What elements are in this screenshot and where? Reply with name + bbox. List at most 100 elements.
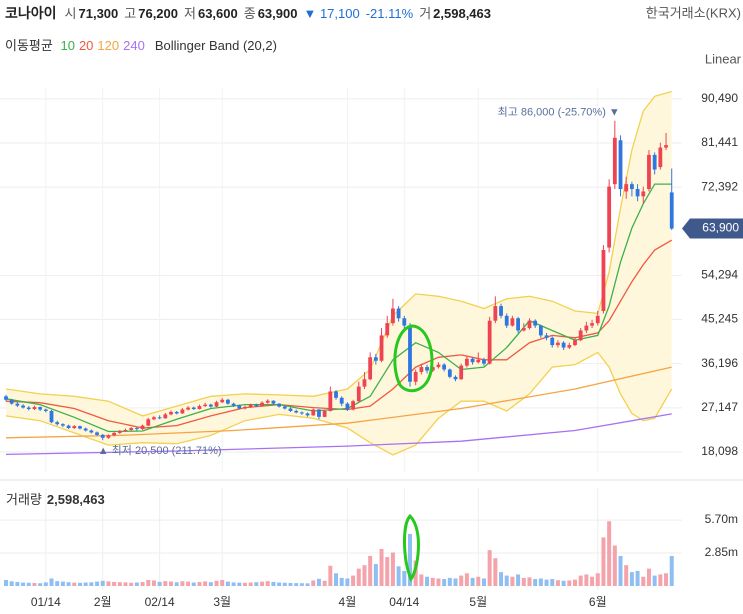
last-price-tag	[682, 218, 743, 239]
volume-bar	[322, 580, 327, 586]
volume-bar	[669, 555, 674, 586]
volume-bar	[425, 576, 430, 586]
candle-body	[123, 430, 128, 431]
candle-body	[4, 396, 8, 400]
candle-body	[521, 328, 526, 331]
candle-body	[15, 403, 20, 406]
candle-body	[322, 410, 327, 417]
volume-bar	[191, 582, 196, 586]
volume-bar	[612, 545, 617, 586]
volume-bar	[550, 579, 555, 586]
candle-body	[271, 400, 276, 404]
volume-bar	[38, 583, 43, 586]
volume-bar	[163, 581, 168, 586]
candle-body	[248, 404, 253, 408]
volume-bar	[95, 581, 100, 586]
candle-body	[89, 430, 94, 433]
candle-body	[328, 391, 333, 411]
candle-body	[134, 428, 139, 430]
volume-label: 거래량	[6, 492, 42, 507]
legend-item: Bollinger Band (20,2)	[154, 38, 277, 53]
volume-bar	[9, 581, 14, 586]
y-tick-label: 2.85m	[705, 545, 738, 559]
candle-body	[419, 367, 424, 372]
volume-bar	[453, 578, 458, 586]
low-annotation: ▲ 최저 20,500 (211.71%)	[98, 444, 222, 457]
candle-body	[527, 320, 532, 329]
volume-bar	[430, 577, 435, 586]
volume-bar	[146, 579, 151, 586]
candle-body	[413, 371, 418, 382]
candle-body	[550, 337, 555, 346]
volume-bar	[316, 578, 321, 586]
volume-bar	[641, 576, 646, 586]
volume-bar	[214, 580, 219, 586]
candle-body	[43, 409, 48, 411]
candle-body	[72, 426, 77, 429]
candle-body	[504, 315, 509, 326]
volume-bar	[134, 582, 139, 586]
hand-annotation	[393, 324, 434, 393]
x-tick-label: 6월	[589, 595, 607, 609]
volume-bar	[220, 579, 225, 586]
volume-bar	[151, 580, 156, 586]
candle-body	[157, 417, 162, 419]
x-tick-label: 4월	[339, 595, 357, 609]
candle-body	[26, 407, 31, 410]
volume-bar	[60, 581, 65, 586]
volume-bar	[277, 582, 282, 586]
volume-bar	[504, 575, 509, 586]
candle-body	[282, 406, 287, 409]
volume-bar	[117, 582, 122, 586]
x-tick-label: 01/14	[31, 595, 61, 609]
candle-body	[152, 417, 156, 420]
volume-bar	[521, 577, 526, 586]
volume-bar	[351, 575, 356, 586]
volume-bar	[26, 582, 31, 586]
candle-body	[260, 402, 264, 407]
volume-bar	[254, 582, 259, 586]
volume-bar	[493, 558, 498, 586]
candle-body	[78, 426, 82, 429]
volume-bar	[339, 577, 344, 586]
volume-bar	[15, 581, 20, 586]
volume-bar	[100, 580, 105, 586]
quote-items: 시 71,300 고 76,200 저 63,600 종 63,900	[65, 6, 304, 21]
candle-body	[220, 399, 225, 403]
candle-body	[425, 367, 429, 371]
quote-header: 코나아이 시 71,300 고 76,200 저 63,600 종 63,900 ▼ 17,100…	[5, 3, 497, 23]
candle-body	[647, 154, 651, 190]
candle-body	[351, 401, 355, 410]
candle-body	[180, 409, 185, 414]
candle-body	[208, 404, 213, 407]
ma-line	[5, 413, 672, 456]
y-tick-label: 90,490	[701, 91, 738, 105]
candle-body	[385, 323, 390, 336]
candle-body	[197, 406, 202, 410]
candle-body	[146, 419, 151, 426]
quote-label: 저	[184, 6, 196, 21]
candle-body	[61, 424, 65, 426]
volume-bar	[334, 573, 339, 586]
candle-body	[21, 405, 25, 408]
candle-body	[561, 342, 566, 348]
volume-bar	[464, 573, 469, 586]
y-tick-label: 81,441	[701, 135, 738, 149]
exchange: 한국거래소(KRX)	[646, 5, 741, 20]
volume-bar	[379, 548, 384, 586]
quote-value: 63,600	[197, 6, 238, 21]
volume-bar	[231, 582, 236, 586]
candle-body	[299, 412, 304, 414]
volume-bar	[197, 581, 202, 586]
legend-item: 10	[60, 38, 75, 53]
volume-bar	[83, 582, 88, 586]
volume-bar	[66, 582, 71, 586]
candle-body	[584, 325, 589, 331]
volume-bar	[299, 583, 304, 586]
candle-body	[476, 359, 481, 363]
quote-label: 시	[64, 6, 77, 21]
volume-bar	[590, 576, 595, 586]
candle-body	[391, 308, 395, 324]
candle-body	[203, 404, 208, 407]
